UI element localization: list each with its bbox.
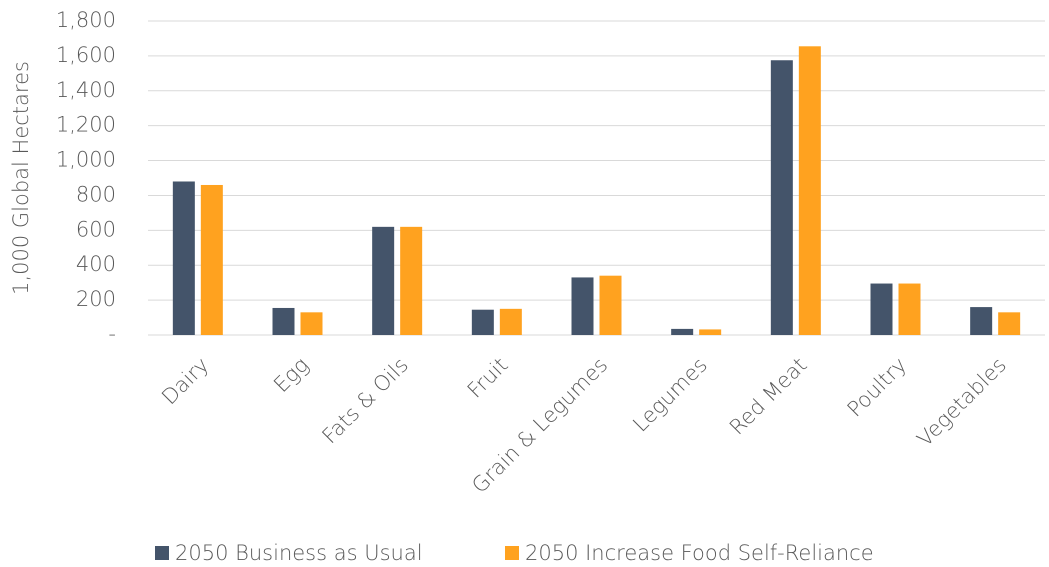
y-tick-label: 1,400 bbox=[56, 78, 116, 102]
bar bbox=[770, 60, 793, 335]
bar bbox=[699, 329, 722, 335]
bar bbox=[400, 226, 423, 335]
bar bbox=[471, 309, 494, 335]
bar bbox=[499, 308, 522, 335]
x-tick-label: Fruit bbox=[463, 353, 513, 403]
bar bbox=[898, 283, 921, 335]
bar bbox=[671, 328, 694, 335]
bar bbox=[599, 275, 622, 335]
bar bbox=[571, 277, 594, 335]
bar bbox=[172, 181, 195, 335]
x-tick-label: Vegetables bbox=[912, 353, 1011, 452]
y-tick-label: 1,600 bbox=[56, 43, 116, 67]
bar bbox=[372, 226, 395, 335]
y-tick-label: 400 bbox=[76, 252, 116, 276]
y-tick-label: - bbox=[108, 322, 116, 346]
legend-label: 2050 Increase Food Self-Reliance bbox=[525, 541, 874, 565]
y-tick-label: 800 bbox=[76, 182, 116, 206]
x-tick-label: Fats & Oils bbox=[317, 353, 413, 449]
bar bbox=[200, 184, 223, 335]
bar bbox=[272, 307, 295, 335]
x-tick-label: Poultry bbox=[843, 353, 912, 422]
y-tick-label: 600 bbox=[76, 217, 116, 241]
bar bbox=[970, 307, 993, 335]
bar bbox=[798, 46, 821, 336]
y-tick-label: 1,200 bbox=[56, 113, 116, 137]
legend-swatch bbox=[155, 546, 169, 560]
x-tick-label: Legumes bbox=[628, 353, 712, 437]
bar bbox=[300, 312, 323, 335]
x-tick-label: Dairy bbox=[157, 353, 214, 410]
bar bbox=[998, 312, 1021, 335]
x-tick-label: Egg bbox=[269, 353, 313, 397]
legend-swatch bbox=[505, 546, 519, 560]
legend-label: 2050 Business as Usual bbox=[175, 541, 423, 565]
y-tick-label: 200 bbox=[76, 287, 116, 311]
y-tick-label: 1,800 bbox=[56, 8, 116, 32]
y-tick-label: 1,000 bbox=[56, 148, 116, 172]
y-axis-label: 1,000 Global Hectares bbox=[9, 61, 33, 295]
bar bbox=[870, 283, 893, 335]
x-tick-label: Red Meat bbox=[725, 353, 812, 440]
